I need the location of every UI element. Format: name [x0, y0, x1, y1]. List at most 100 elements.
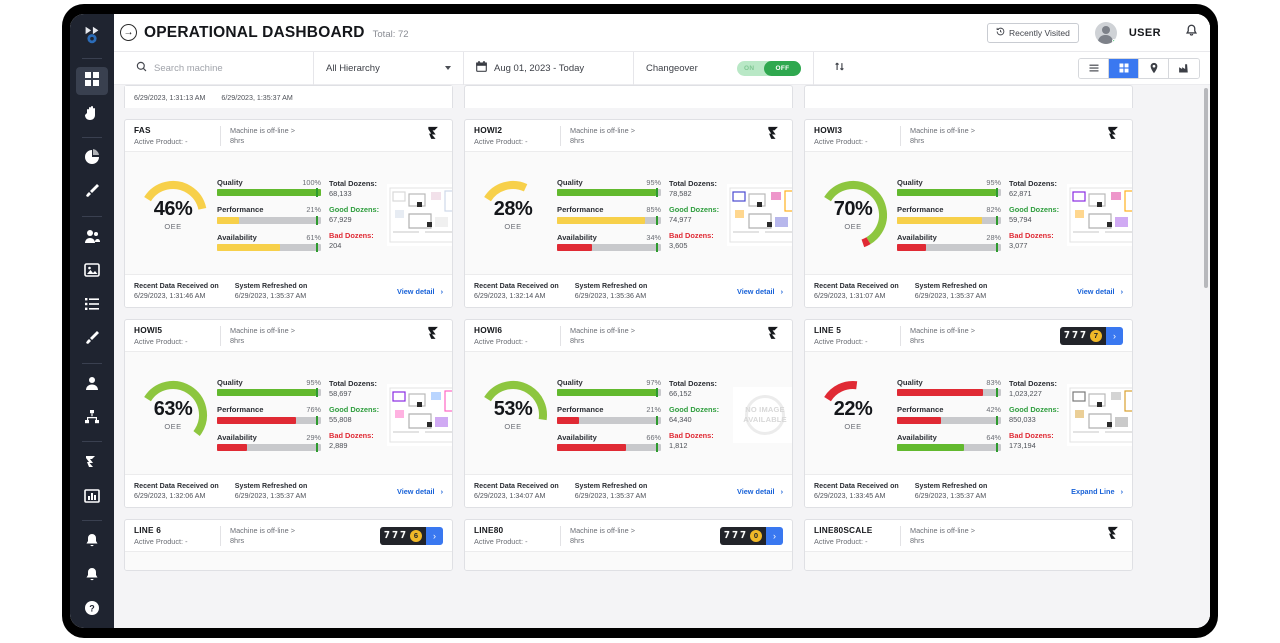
machine-card[interactable]: FAS Active Product: - Machine is off-line …	[124, 119, 453, 308]
recently-visited-button[interactable]: Recently Visited	[987, 22, 1079, 43]
metric-quality: Quality 95%	[557, 178, 661, 198]
recent-data-value: 6/29/2023, 1:31:46 AM	[134, 291, 206, 300]
hand-icon	[84, 105, 100, 126]
view-detail-link[interactable]: View detail ›	[1077, 287, 1123, 296]
machine-card[interactable]: LINE80 Active Product: - Machine is off-li…	[464, 519, 793, 571]
robot-arm-icon	[426, 125, 443, 147]
sidebar-item-hierarchy[interactable]	[76, 405, 108, 433]
machine-thumbnail[interactable]	[1067, 383, 1132, 446]
machine-status-link[interactable]: Machine is off-line >	[230, 325, 295, 335]
sidebar-divider	[82, 137, 102, 139]
machine-card[interactable]: LINE 5 Active Product: - Machine is off-li…	[804, 319, 1133, 508]
total-dozens-value: 62,871	[1009, 188, 1032, 198]
view-detail-link[interactable]: View detail ›	[737, 487, 783, 496]
partial-card[interactable]	[804, 85, 1133, 108]
sidebar-item-tools[interactable]	[76, 327, 108, 355]
machine-status-link[interactable]: Machine is off-line >	[570, 525, 635, 535]
badge-expand-chevron-icon[interactable]: ›	[766, 526, 783, 545]
view-detail-link[interactable]: View detail ›	[397, 287, 443, 296]
machine-status-link[interactable]: Machine is off-line >	[570, 325, 635, 335]
view-mode-list[interactable]	[1079, 58, 1109, 78]
line-count-badge[interactable]: 7 7 7 7 ›	[1059, 326, 1123, 345]
svg-text:?: ?	[89, 604, 95, 614]
view-mode-map[interactable]	[1139, 58, 1169, 78]
card-body: 22% OEE Quality 83% Performance 42% Availabili…	[805, 352, 1132, 474]
list-icon	[84, 296, 100, 317]
machine-thumbnail[interactable]	[727, 183, 792, 246]
good-dozens-value: 67,929	[329, 215, 352, 225]
machine-thumbnail[interactable]	[387, 383, 452, 446]
line-count-badge[interactable]: 7 7 7 0 ›	[719, 526, 783, 545]
sidebar-item-profile[interactable]	[76, 372, 108, 400]
machine-status-link[interactable]: Machine is off-line >	[230, 525, 295, 535]
sort-updown-icon	[834, 59, 845, 77]
machine-card[interactable]: HOWI3 Active Product: - Machine is off-lin…	[804, 119, 1133, 308]
view-detail-link[interactable]: View detail ›	[737, 287, 783, 296]
view-detail-link[interactable]: Expand Line ›	[1071, 487, 1123, 496]
bad-dozens-label: Bad Dozens:	[669, 431, 714, 441]
changeover-toggle[interactable]: ON OFF	[737, 60, 801, 76]
hierarchy-select[interactable]: All Hierarchy	[314, 51, 464, 85]
machine-thumbnail[interactable]	[387, 183, 452, 246]
sidebar-item-dashboard[interactable]	[76, 67, 108, 96]
machine-card[interactable]: LINE80SCALE Active Product: - Machine is o…	[804, 519, 1133, 571]
sidebar-item-notifications[interactable]	[76, 563, 108, 591]
date-range-picker[interactable]: Aug 01, 2023 - Today	[464, 51, 634, 85]
back-arrow-button[interactable]: →	[120, 24, 137, 41]
badge-digit: 7	[723, 530, 730, 541]
good-dozens-value: 59,794	[1009, 215, 1032, 225]
metric-fill	[557, 189, 656, 197]
sidebar-item-maintenance[interactable]	[76, 180, 108, 208]
bad-dozens-label: Bad Dozens:	[1009, 431, 1054, 441]
machine-status-hours: 8hrs	[230, 536, 245, 546]
sidebar-item-analytics[interactable]	[76, 146, 108, 174]
search-input[interactable]: Search machine	[124, 51, 314, 85]
partial-card[interactable]: 6/29/2023, 1:31:13 AM 6/29/2023, 1:35:37…	[124, 85, 453, 108]
metric-fill	[557, 444, 626, 452]
machine-status-link[interactable]: Machine is off-line >	[910, 125, 975, 135]
sidebar-item-media[interactable]	[76, 259, 108, 287]
machine-status-link[interactable]: Machine is off-line >	[910, 525, 975, 535]
partial-card[interactable]	[464, 85, 793, 108]
view-mode-plant[interactable]	[1169, 58, 1199, 78]
app-logo[interactable]	[70, 16, 114, 53]
view-detail-link[interactable]: View detail ›	[397, 487, 443, 496]
machine-card[interactable]: HOWI5 Active Product: - Machine is off-lin…	[124, 319, 453, 508]
badge-expand-chevron-icon[interactable]: ›	[426, 526, 443, 545]
view-detail-label: Expand Line	[1071, 486, 1115, 496]
machine-card[interactable]: HOWI2 Active Product: - Machine is off-lin…	[464, 119, 793, 308]
system-refreshed-label: System Refreshed on	[234, 282, 308, 291]
machine-thumbnail[interactable]	[1067, 183, 1132, 246]
metrics-group: Quality 95% Performance 85% Availability 34%	[557, 178, 661, 253]
machine-status-link[interactable]: Machine is off-line >	[230, 125, 295, 135]
sidebar-item-lists[interactable]	[76, 293, 108, 321]
good-dozens-label: Good Dozens:	[1009, 204, 1060, 214]
avatar[interactable]	[1094, 21, 1117, 44]
oee-label: OEE	[844, 421, 862, 431]
sidebar-item-reports[interactable]	[76, 484, 108, 512]
sidebar-item-machines[interactable]	[76, 450, 108, 478]
notification-bell-icon[interactable]	[1185, 24, 1198, 42]
badge-expand-chevron-icon[interactable]: ›	[1106, 326, 1123, 345]
view-mode-grid[interactable]	[1109, 58, 1139, 78]
metric-target-tick	[655, 443, 658, 453]
vertical-scrollbar[interactable]	[1204, 88, 1208, 288]
sidebar-item-help[interactable]: ?	[76, 597, 108, 625]
robot-arm-icon	[766, 125, 783, 147]
recent-data-value: 6/29/2023, 1:32:06 AM	[134, 491, 206, 500]
sidebar-item-alerts[interactable]	[76, 529, 108, 557]
bad-dozens-label: Bad Dozens:	[669, 231, 714, 241]
metric-availability: Availability 66%	[557, 433, 661, 453]
brush-icon	[84, 183, 100, 204]
sidebar-item-hand-tool[interactable]	[76, 101, 108, 129]
machine-card[interactable]: LINE 6 Active Product: - Machine is off-li…	[124, 519, 453, 571]
username-label: USER	[1128, 26, 1161, 39]
sort-button[interactable]	[814, 52, 864, 85]
sidebar-item-users[interactable]	[76, 225, 108, 253]
machine-card[interactable]: HOWI6 Active Product: - Machine is off-lin…	[464, 319, 793, 508]
machine-status-link[interactable]: Machine is off-line >	[570, 125, 635, 135]
machine-status-link[interactable]: Machine is off-line >	[910, 325, 975, 335]
line-count-badge[interactable]: 7 7 7 6 ›	[379, 526, 443, 545]
metric-fill	[897, 216, 983, 224]
badge-digit: 7	[383, 530, 390, 541]
